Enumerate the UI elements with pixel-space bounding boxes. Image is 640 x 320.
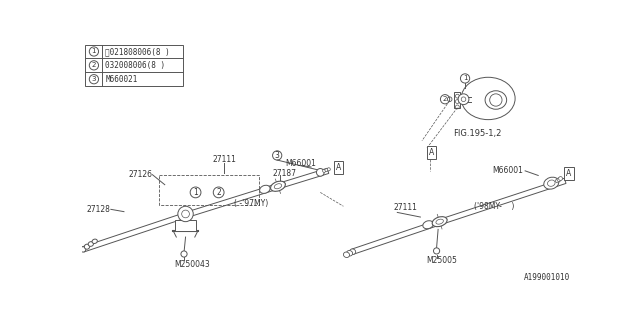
Ellipse shape — [344, 252, 349, 258]
Ellipse shape — [271, 181, 285, 191]
Ellipse shape — [423, 221, 433, 229]
Bar — [86, 44, 183, 86]
Circle shape — [325, 169, 328, 172]
Circle shape — [458, 94, 469, 105]
Text: M25005: M25005 — [427, 256, 458, 265]
Text: 27111: 27111 — [394, 203, 417, 212]
Text: 27187: 27187 — [273, 169, 296, 179]
Circle shape — [433, 248, 440, 254]
Ellipse shape — [349, 249, 356, 254]
Text: 3: 3 — [275, 151, 280, 160]
Text: 032008006(8 ): 032008006(8 ) — [106, 61, 166, 70]
Circle shape — [556, 179, 559, 183]
Text: 2: 2 — [92, 62, 96, 68]
Circle shape — [178, 206, 193, 222]
Circle shape — [447, 97, 452, 101]
Ellipse shape — [84, 244, 90, 249]
Ellipse shape — [88, 242, 93, 246]
Text: A: A — [336, 163, 341, 172]
Polygon shape — [352, 218, 444, 254]
Text: 2: 2 — [216, 188, 221, 197]
Ellipse shape — [260, 185, 270, 193]
Text: 3: 3 — [92, 76, 96, 82]
Text: 1: 1 — [193, 188, 198, 197]
Bar — [454, 92, 460, 108]
Text: 27128: 27128 — [87, 205, 111, 214]
Text: A: A — [429, 148, 435, 157]
Text: M250043: M250043 — [174, 260, 210, 268]
Text: 27111: 27111 — [212, 155, 236, 164]
Circle shape — [323, 169, 326, 172]
Text: A: A — [566, 169, 572, 178]
Bar — [175, 220, 196, 231]
Text: 27126: 27126 — [129, 170, 152, 179]
Polygon shape — [189, 184, 279, 217]
Ellipse shape — [544, 177, 559, 189]
Ellipse shape — [432, 217, 447, 227]
Text: 2: 2 — [443, 96, 447, 102]
Text: 1: 1 — [463, 76, 467, 81]
Circle shape — [327, 168, 330, 171]
Circle shape — [181, 251, 187, 257]
Circle shape — [557, 178, 561, 182]
Ellipse shape — [81, 247, 86, 252]
Polygon shape — [443, 178, 566, 223]
Text: ( -'97MY): ( -'97MY) — [234, 199, 268, 208]
Text: Ⓝ021808006(8 ): Ⓝ021808006(8 ) — [106, 47, 170, 56]
Polygon shape — [83, 212, 190, 252]
Bar — [159, 175, 259, 205]
Ellipse shape — [346, 251, 353, 256]
Text: M66001: M66001 — [493, 165, 524, 175]
Text: 1: 1 — [92, 49, 96, 54]
Text: M66001: M66001 — [285, 159, 317, 168]
Text: ('98MY-    ): ('98MY- ) — [474, 202, 515, 211]
Circle shape — [316, 169, 324, 176]
Ellipse shape — [92, 239, 97, 244]
Circle shape — [559, 177, 563, 180]
Polygon shape — [277, 168, 329, 189]
Text: A199001010: A199001010 — [524, 273, 570, 282]
Text: M660021: M660021 — [106, 75, 138, 84]
Text: FIG.195-1,2: FIG.195-1,2 — [452, 129, 501, 138]
